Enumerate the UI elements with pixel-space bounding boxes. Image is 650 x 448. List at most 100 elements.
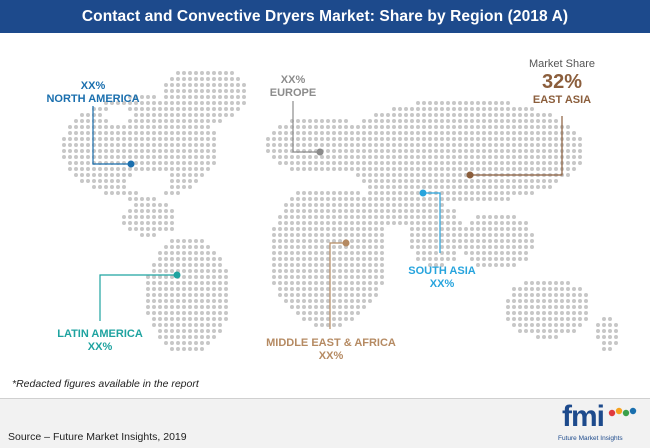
map-dot xyxy=(290,215,294,219)
map-dot xyxy=(170,251,174,255)
map-dot xyxy=(374,233,378,237)
map-dot xyxy=(164,131,168,135)
map-dot xyxy=(134,119,138,123)
map-dot xyxy=(392,221,396,225)
map-dot xyxy=(176,113,180,117)
map-dot xyxy=(314,293,318,297)
map-dot xyxy=(482,167,486,171)
map-dot xyxy=(332,287,336,291)
map-dot xyxy=(344,215,348,219)
map-dot xyxy=(140,143,144,147)
map-dot xyxy=(212,311,216,315)
map-dot xyxy=(446,257,450,261)
map-dot xyxy=(482,245,486,249)
map-dot xyxy=(398,113,402,117)
map-dot xyxy=(356,131,360,135)
map-dot xyxy=(140,95,144,99)
map-dot xyxy=(272,275,276,279)
map-dot xyxy=(572,305,576,309)
map-dot xyxy=(530,113,534,117)
map-dot xyxy=(524,287,528,291)
map-dot xyxy=(320,251,324,255)
map-dot xyxy=(224,77,228,81)
map-dot xyxy=(344,263,348,267)
map-dot xyxy=(332,149,336,153)
map-dot xyxy=(548,281,552,285)
map-dot xyxy=(524,323,528,327)
map-dot xyxy=(356,221,360,225)
map-dot xyxy=(152,275,156,279)
map-dot xyxy=(500,113,504,117)
map-dot xyxy=(290,257,294,261)
map-dot xyxy=(302,299,306,303)
map-dot xyxy=(176,131,180,135)
map-dot xyxy=(134,95,138,99)
map-dot xyxy=(170,341,174,345)
map-dot xyxy=(458,233,462,237)
map-dot xyxy=(404,179,408,183)
footer: Source – Future Market Insights, 2019 fm… xyxy=(0,399,650,448)
map-dot xyxy=(92,179,96,183)
map-dot xyxy=(464,161,468,165)
map-dot xyxy=(356,305,360,309)
map-dot xyxy=(446,227,450,231)
map-dot xyxy=(470,167,474,171)
map-dot xyxy=(320,233,324,237)
map-dot xyxy=(62,155,66,159)
map-dot xyxy=(374,113,378,117)
map-dot xyxy=(560,293,564,297)
map-dot xyxy=(308,137,312,141)
map-dot xyxy=(158,131,162,135)
map-dot xyxy=(164,89,168,93)
map-dot xyxy=(284,215,288,219)
map-dot xyxy=(368,287,372,291)
map-dot xyxy=(194,269,198,273)
map-dot xyxy=(308,311,312,315)
map-dot xyxy=(218,305,222,309)
map-dot xyxy=(194,299,198,303)
map-dot xyxy=(530,161,534,165)
map-dot xyxy=(362,275,366,279)
map-dot xyxy=(476,155,480,159)
map-dot xyxy=(350,269,354,273)
map-dot xyxy=(578,293,582,297)
map-dot xyxy=(152,269,156,273)
map-dot xyxy=(302,167,306,171)
map-dot xyxy=(200,287,204,291)
map-dot xyxy=(284,245,288,249)
map-dot xyxy=(494,233,498,237)
map-dot xyxy=(332,125,336,129)
map-dot xyxy=(500,239,504,243)
map-dot xyxy=(464,107,468,111)
map-dot xyxy=(386,143,390,147)
map-dot xyxy=(290,299,294,303)
map-dot xyxy=(398,209,402,213)
map-dot xyxy=(110,167,114,171)
map-dot xyxy=(338,263,342,267)
map-dot xyxy=(362,269,366,273)
map-dot xyxy=(170,323,174,327)
map-dot xyxy=(434,173,438,177)
map-dot xyxy=(398,131,402,135)
map-dot xyxy=(560,311,564,315)
map-dot xyxy=(452,107,456,111)
map-dot xyxy=(536,287,540,291)
map-dot xyxy=(128,167,132,171)
map-dot xyxy=(332,215,336,219)
map-dot xyxy=(308,161,312,165)
map-dot xyxy=(356,245,360,249)
map-dot xyxy=(182,95,186,99)
map-dot xyxy=(68,125,72,129)
map-dot xyxy=(452,221,456,225)
map-dot xyxy=(158,167,162,171)
map-dot xyxy=(278,263,282,267)
map-dot xyxy=(314,143,318,147)
map-dot xyxy=(416,257,420,261)
latin-america-value: XX% xyxy=(87,341,113,353)
map-dot xyxy=(176,161,180,165)
map-dot xyxy=(182,347,186,351)
map-dot xyxy=(518,137,522,141)
map-dot xyxy=(308,125,312,129)
map-dot xyxy=(434,221,438,225)
map-dot xyxy=(506,305,510,309)
